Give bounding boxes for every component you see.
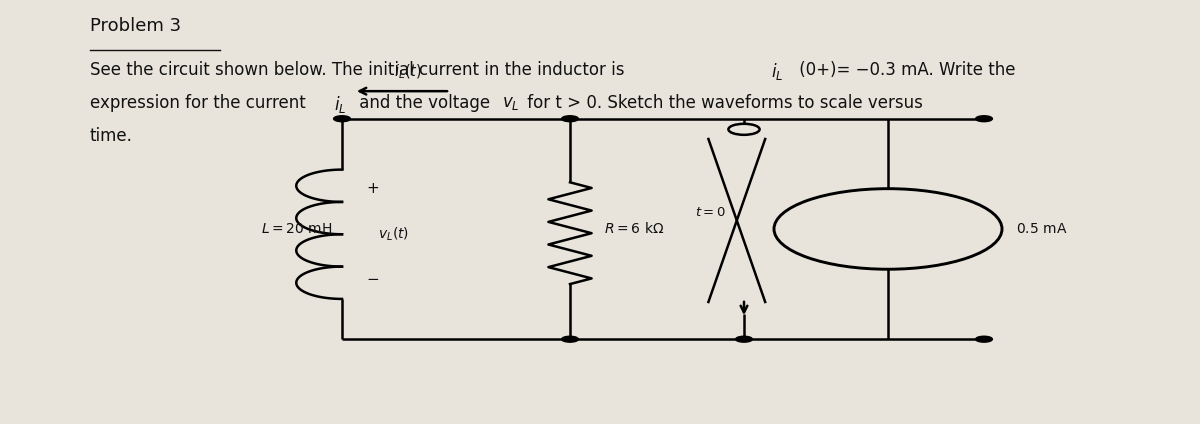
Text: $i_L$: $i_L$ [772, 61, 784, 83]
Circle shape [562, 336, 578, 342]
Text: See the circuit shown below. The initial current in the inductor is: See the circuit shown below. The initial… [90, 61, 630, 79]
Text: $i_L(t)$: $i_L(t)$ [394, 62, 422, 81]
Circle shape [976, 336, 992, 342]
Circle shape [334, 116, 350, 122]
Text: −: − [366, 272, 379, 287]
Text: and the voltage: and the voltage [354, 94, 496, 112]
Text: $v_L(t)$: $v_L(t)$ [378, 226, 409, 243]
Text: Problem 3: Problem 3 [90, 17, 181, 35]
Text: $0.5\ \mathrm{mA}$: $0.5\ \mathrm{mA}$ [1016, 222, 1068, 236]
Circle shape [562, 116, 578, 122]
Circle shape [976, 116, 992, 122]
Circle shape [736, 336, 752, 342]
Text: (0+)= −0.3 mA. Write the: (0+)= −0.3 mA. Write the [794, 61, 1016, 79]
Circle shape [774, 189, 1002, 269]
Text: $R = 6\ \mathrm{k\Omega}$: $R = 6\ \mathrm{k\Omega}$ [604, 221, 664, 237]
Circle shape [728, 124, 760, 135]
Text: for t > 0. Sketch the waveforms to scale versus: for t > 0. Sketch the waveforms to scale… [522, 94, 923, 112]
Text: $v_L$: $v_L$ [503, 94, 520, 112]
Text: $t = 0$: $t = 0$ [695, 206, 726, 218]
Text: +: + [366, 181, 379, 196]
Text: time.: time. [90, 127, 133, 145]
Text: $i_L$: $i_L$ [335, 94, 347, 115]
Text: expression for the current: expression for the current [90, 94, 311, 112]
Text: $L = 20\ \mathrm{mH}$: $L = 20\ \mathrm{mH}$ [260, 222, 332, 236]
